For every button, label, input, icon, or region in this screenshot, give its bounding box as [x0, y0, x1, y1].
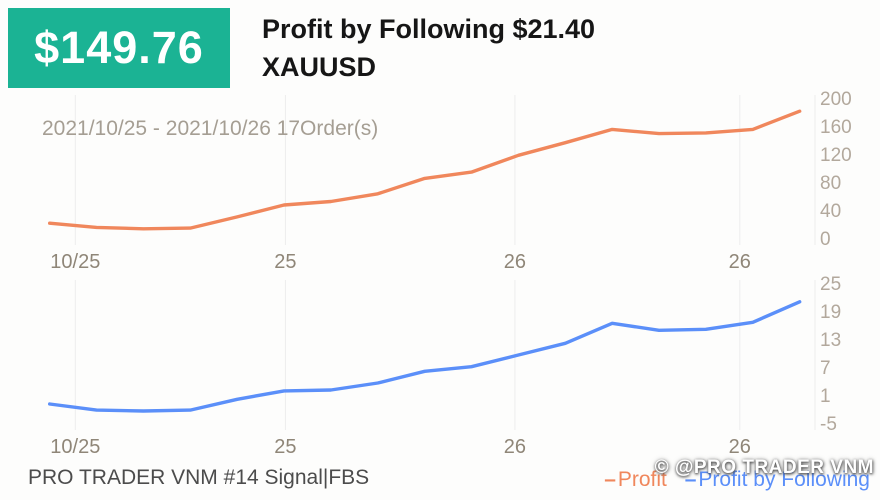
signal-name: PRO TRADER VNM #14 Signal|FBS — [28, 466, 370, 489]
x-axis-tick-label: 26 — [728, 436, 751, 458]
total-profit-value: $149.76 — [34, 22, 204, 73]
x-axis-tick-label: 10/25 — [50, 436, 101, 458]
y-axis-tick-label: 19 — [820, 302, 842, 323]
y-axis-tick-label: 200 — [820, 89, 852, 110]
y-axis-tick-label: -5 — [820, 414, 837, 435]
date-range-annotation: 2021/10/25 - 2021/10/26 17Order(s) — [42, 117, 379, 140]
total-profit-badge: $149.76 — [8, 8, 230, 88]
watermark: © @PRO TRADER VNM — [654, 457, 874, 478]
symbol-title: XAUUSD — [262, 52, 377, 82]
profit-by-following-chart: -5 1 7 13 19 25 10/25 25 26 26 — [38, 275, 841, 458]
y-axis-tick-label: 0 — [820, 229, 831, 250]
following-x-axis: 10/25 25 26 26 — [38, 430, 816, 458]
profit-by-following-line-plot — [47, 280, 816, 430]
y-axis-tick-label: 120 — [820, 145, 852, 166]
following-y-axis: -5 1 7 13 19 25 — [820, 275, 880, 435]
legend-label-following: Profit by Following — [698, 468, 870, 491]
report-title: Profit by Following $21.40 XAUUSD — [262, 10, 595, 86]
x-axis-tick-label: 26 — [728, 251, 751, 273]
y-axis-tick-label: 25 — [820, 274, 842, 295]
profit-line-plot — [47, 95, 816, 245]
legend-line-sample-profit: – — [604, 468, 616, 491]
x-axis-tick-label: 25 — [274, 251, 297, 273]
chart-title: Profit by Following $21.40 — [262, 14, 596, 44]
y-axis-tick-label: 1 — [820, 386, 831, 407]
x-axis-tick-label: 10/25 — [50, 251, 101, 273]
profit-chart: 2021/10/25 - 2021/10/26 17Order(s) 0 40 80… — [38, 90, 852, 274]
x-axis-tick-label: 25 — [274, 436, 297, 458]
legend-item-profit: –Profit — [604, 468, 667, 491]
legend-item-following: –Profit by Following — [685, 468, 870, 491]
legend-label-profit: Profit — [617, 468, 667, 491]
x-axis-tick-label: 26 — [503, 251, 527, 273]
profit-y-axis: 0 40 80 120 160 200 — [820, 90, 880, 250]
legend: –Profit –Profit by Following — [592, 468, 870, 492]
y-axis-tick-label: 7 — [820, 358, 831, 379]
y-axis-tick-label: 160 — [820, 117, 852, 138]
x-axis-tick-label: 26 — [503, 436, 527, 458]
profit-x-axis: 10/25 25 26 26 — [38, 245, 816, 273]
y-axis-tick-label: 13 — [820, 330, 842, 351]
legend-line-sample-following: – — [684, 468, 697, 491]
y-axis-tick-label: 80 — [820, 173, 842, 194]
y-axis-tick-label: 40 — [820, 201, 842, 222]
